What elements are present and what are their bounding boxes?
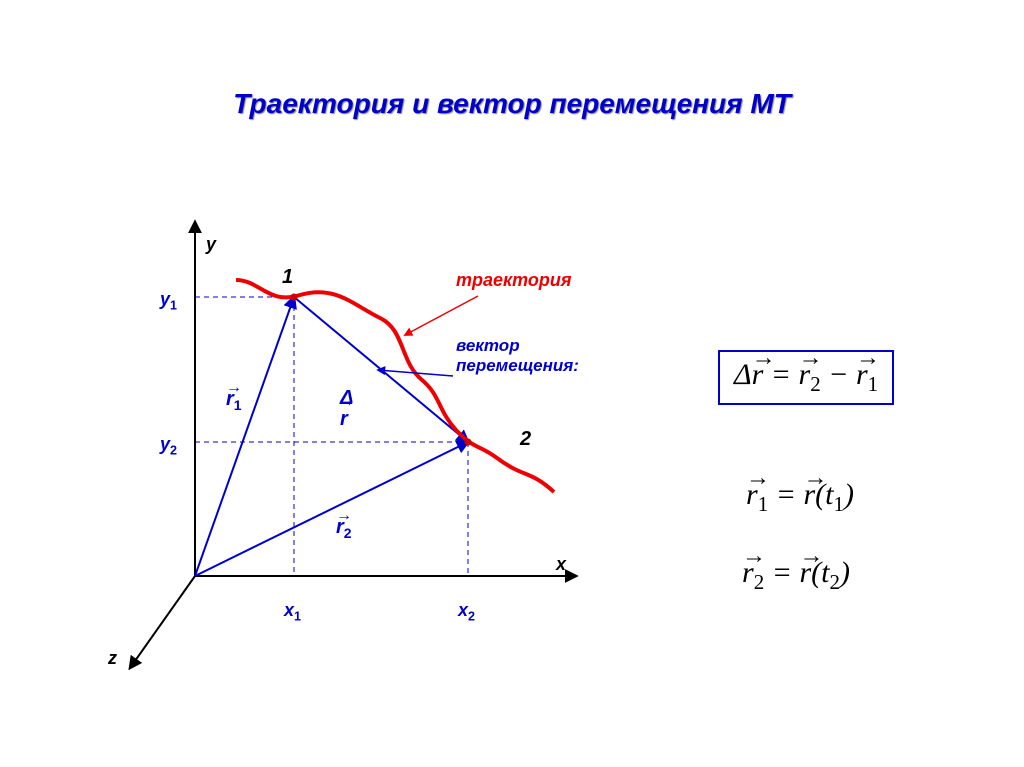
point-1 (291, 294, 298, 301)
tick-y2: y2 (160, 434, 177, 458)
equation-r2: r2 = r(t2) (742, 556, 850, 595)
axis-x-label: x (556, 554, 566, 575)
equation-box: Δr = r2 − r1 (718, 350, 894, 405)
axis-y-label: y (206, 234, 216, 255)
vector-r2-label: r2 (336, 516, 352, 541)
guide-lines (195, 297, 468, 576)
point-1-label: 1 (282, 266, 293, 289)
axis-z-label: z (108, 648, 117, 669)
tick-x2: x2 (458, 600, 475, 624)
vectors (195, 297, 468, 576)
trajectory-label: траектория (456, 270, 572, 291)
tick-y1: y1 (160, 289, 177, 313)
point-2-label: 2 (520, 428, 531, 451)
trajectory-curve (236, 280, 554, 492)
vector-dr-label: Δr→ (340, 388, 353, 430)
point-2 (465, 439, 472, 446)
tick-x1: x1 (284, 600, 301, 624)
displacement-label-line2: перемещения: (456, 356, 579, 375)
trajectory-pointer (405, 296, 478, 335)
displacement-label-line1: вектор (456, 336, 520, 355)
equation-r1: r1 = r(t1) (746, 478, 854, 517)
displacement-label: вектор перемещения: (456, 336, 579, 377)
vector-r1-label: r1 (226, 388, 242, 413)
